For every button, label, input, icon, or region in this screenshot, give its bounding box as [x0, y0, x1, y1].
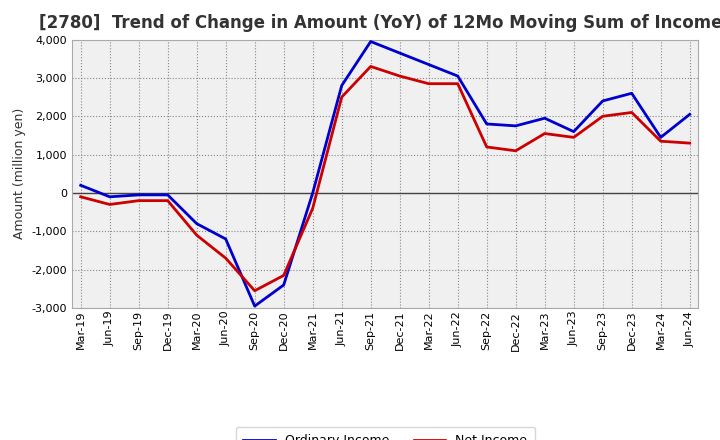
Net Income — [511, 148, 520, 154]
Ordinary Income — [570, 129, 578, 134]
Net Income — [251, 288, 259, 293]
Ordinary Income — [657, 135, 665, 140]
Title: [2780]  Trend of Change in Amount (YoY) of 12Mo Moving Sum of Incomes: [2780] Trend of Change in Amount (YoY) o… — [38, 15, 720, 33]
Net Income — [627, 110, 636, 115]
Net Income — [570, 135, 578, 140]
Legend: Ordinary Income, Net Income: Ordinary Income, Net Income — [235, 427, 535, 440]
Net Income — [598, 114, 607, 119]
Ordinary Income — [105, 194, 114, 199]
Y-axis label: Amount (million yen): Amount (million yen) — [13, 108, 26, 239]
Net Income — [105, 202, 114, 207]
Ordinary Income — [338, 83, 346, 88]
Ordinary Income — [511, 123, 520, 128]
Ordinary Income — [76, 183, 85, 188]
Ordinary Income — [685, 112, 694, 117]
Net Income — [424, 81, 433, 86]
Ordinary Income — [279, 282, 288, 288]
Net Income — [685, 140, 694, 146]
Ordinary Income — [454, 73, 462, 79]
Net Income — [541, 131, 549, 136]
Net Income — [657, 139, 665, 144]
Ordinary Income — [221, 236, 230, 242]
Ordinary Income — [135, 192, 143, 198]
Ordinary Income — [627, 91, 636, 96]
Ordinary Income — [308, 191, 317, 196]
Line: Net Income: Net Income — [81, 66, 690, 291]
Net Income — [454, 81, 462, 86]
Ordinary Income — [366, 39, 375, 44]
Ordinary Income — [395, 50, 404, 55]
Ordinary Income — [192, 221, 201, 226]
Ordinary Income — [424, 62, 433, 67]
Net Income — [482, 144, 491, 150]
Ordinary Income — [482, 121, 491, 127]
Net Income — [192, 232, 201, 238]
Net Income — [221, 256, 230, 261]
Line: Ordinary Income: Ordinary Income — [81, 41, 690, 306]
Net Income — [163, 198, 172, 203]
Ordinary Income — [251, 304, 259, 309]
Net Income — [338, 95, 346, 100]
Net Income — [395, 73, 404, 79]
Ordinary Income — [598, 98, 607, 103]
Net Income — [76, 194, 85, 199]
Net Income — [308, 205, 317, 211]
Ordinary Income — [163, 192, 172, 198]
Net Income — [366, 64, 375, 69]
Ordinary Income — [541, 116, 549, 121]
Net Income — [135, 198, 143, 203]
Net Income — [279, 273, 288, 278]
